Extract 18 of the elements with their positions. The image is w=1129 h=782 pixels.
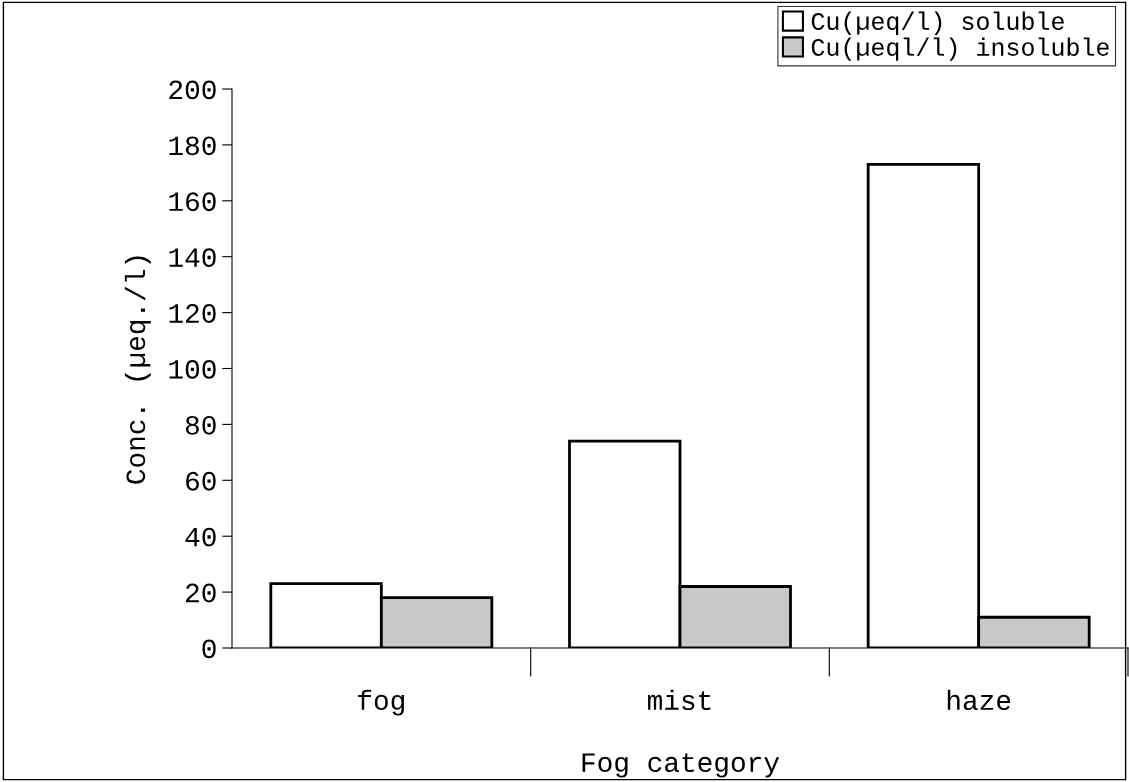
y-tick-label: 0 (202, 639, 216, 659)
y-tick-label: 120 (169, 304, 216, 323)
legend-label: Cu(µeq/l) soluble (811, 11, 1064, 35)
y-tick-label: 160 (169, 192, 216, 212)
y-axis-title: Conc. (µeq./l) (124, 256, 151, 484)
y-tick-label: 80 (185, 415, 216, 435)
y-tick-label: 200 (169, 80, 216, 100)
x-tick-label: fog (358, 689, 404, 716)
y-tick-label: 140 (169, 248, 216, 268)
y-tick-label: 60 (186, 471, 216, 491)
y-tick-label: 180 (169, 136, 216, 156)
y-tick-label: 40 (185, 527, 216, 547)
y-tick-label: 100 (169, 359, 216, 379)
x-axis-title: Fog category (582, 753, 780, 778)
y-tick-label: 20 (186, 583, 216, 603)
x-tick-label: mist (648, 689, 711, 711)
x-tick-label: haze (947, 689, 1011, 711)
legend-label: Cu(µeql/l) insoluble (811, 37, 1109, 61)
